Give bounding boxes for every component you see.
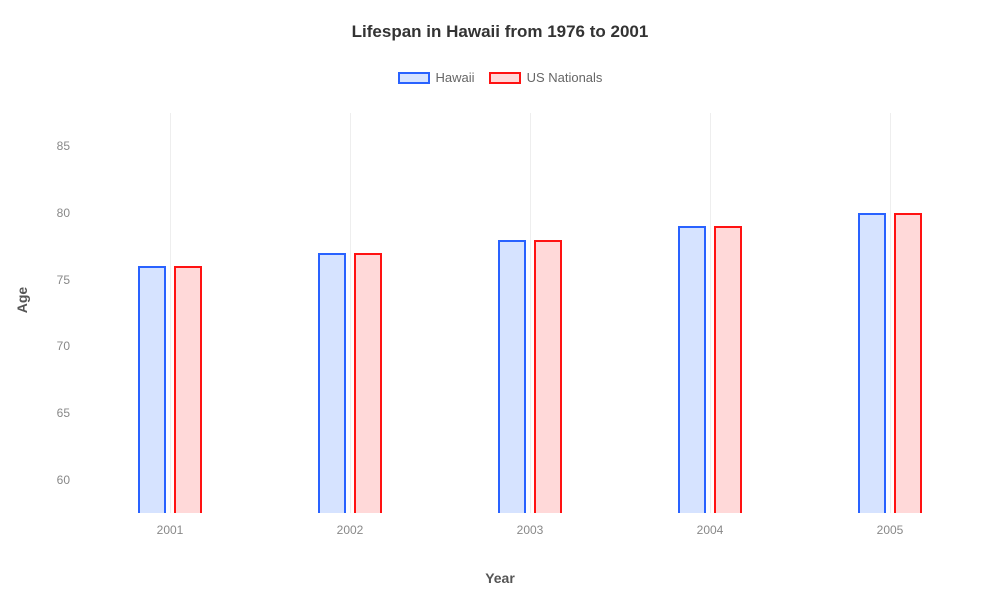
legend-swatch-us-nationals xyxy=(489,72,521,84)
y-tick-label: 70 xyxy=(57,339,70,353)
legend: Hawaii US Nationals xyxy=(0,70,1000,85)
gridline xyxy=(890,113,891,513)
x-tick-label: 2004 xyxy=(697,523,724,537)
legend-label-hawaii: Hawaii xyxy=(436,70,475,85)
x-axis-label: Year xyxy=(485,570,515,586)
legend-label-us-nationals: US Nationals xyxy=(527,70,603,85)
y-tick-label: 80 xyxy=(57,206,70,220)
bar xyxy=(498,240,526,513)
chart-container: Lifespan in Hawaii from 1976 to 2001 Haw… xyxy=(0,0,1000,600)
plot-area: 20012002200320042005606570758085 xyxy=(80,113,980,513)
y-tick-label: 75 xyxy=(57,273,70,287)
chart-title: Lifespan in Hawaii from 1976 to 2001 xyxy=(0,0,1000,42)
bar xyxy=(174,266,202,513)
bar xyxy=(354,253,382,513)
x-tick-label: 2005 xyxy=(877,523,904,537)
bar xyxy=(534,240,562,513)
gridline xyxy=(170,113,171,513)
y-tick-label: 60 xyxy=(57,473,70,487)
legend-item-hawaii: Hawaii xyxy=(398,70,475,85)
legend-item-us-nationals: US Nationals xyxy=(489,70,603,85)
bar xyxy=(678,226,706,513)
bar xyxy=(714,226,742,513)
y-tick-label: 85 xyxy=(57,139,70,153)
x-tick-label: 2003 xyxy=(517,523,544,537)
y-axis-label: Age xyxy=(14,287,30,313)
bar xyxy=(858,213,886,513)
gridline xyxy=(710,113,711,513)
bar xyxy=(138,266,166,513)
bar xyxy=(318,253,346,513)
x-tick-label: 2001 xyxy=(157,523,184,537)
bar xyxy=(894,213,922,513)
x-tick-label: 2002 xyxy=(337,523,364,537)
legend-swatch-hawaii xyxy=(398,72,430,84)
gridline xyxy=(530,113,531,513)
y-tick-label: 65 xyxy=(57,406,70,420)
gridline xyxy=(350,113,351,513)
